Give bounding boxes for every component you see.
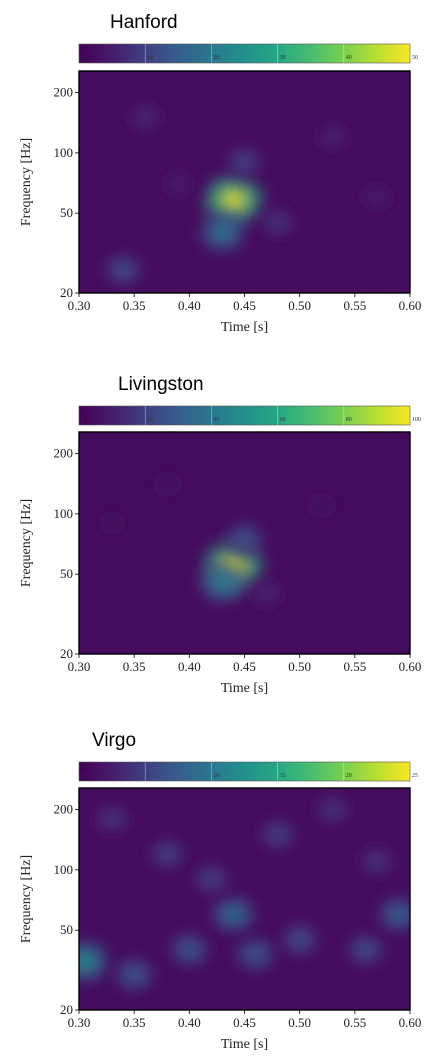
x-tick-label: 0.50 <box>288 1015 311 1030</box>
heatmap-blob <box>191 557 254 610</box>
x-tick-label: 0.35 <box>123 1015 146 1030</box>
x-tick-label: 0.30 <box>68 298 91 313</box>
colorbar <box>78 405 411 426</box>
x-axis-label: Time [s] <box>221 1037 268 1052</box>
x-tick-label: 0.40 <box>178 298 201 313</box>
x-tick-label: 0.45 <box>233 659 256 674</box>
heatmap-blob <box>352 840 402 883</box>
x-tick-label: 0.30 <box>68 1015 91 1030</box>
y-tick-label: 20 <box>60 1002 73 1017</box>
y-tick-label: 20 <box>60 285 73 300</box>
heatmap <box>79 788 410 999</box>
y-axis-label: Frequency [Hz] <box>19 499 34 587</box>
heatmap-blob <box>273 916 327 962</box>
colorbar-tick-label: 100 <box>412 417 421 423</box>
detector-title: Hanford <box>110 12 178 33</box>
y-axis-label: Frequency [Hz] <box>19 138 34 226</box>
colorbar-tick-label: 25 <box>412 773 418 779</box>
heatmap-blob <box>79 933 118 990</box>
colorbar-tick-label: 50 <box>412 55 418 61</box>
x-tick-label: 0.55 <box>343 659 366 674</box>
y-tick-label: 200 <box>54 801 74 816</box>
x-tick-label: 0.40 <box>178 659 201 674</box>
heatmap-blob <box>243 573 290 614</box>
x-tick-label: 0.55 <box>343 298 366 313</box>
colorbar-tick-label: 40 <box>346 55 352 61</box>
y-tick-label: 50 <box>60 566 73 581</box>
colorbar-tick-label: 10 <box>213 773 219 779</box>
heatmap-blob <box>96 247 150 293</box>
heatmap-blob <box>308 788 358 831</box>
y-tick-label: 50 <box>60 922 73 937</box>
colorbar-tick-label: 20 <box>213 55 219 61</box>
x-tick-label: 0.30 <box>68 659 91 674</box>
y-tick-label: 100 <box>54 145 74 160</box>
heatmap-blob <box>145 466 189 503</box>
heatmap-blob <box>300 487 344 524</box>
y-axis-label: Frequency [Hz] <box>19 855 34 943</box>
colorbar-tick-label: 0 <box>81 55 84 61</box>
heatmap-blob <box>228 930 284 978</box>
colorbar-tick-label: 60 <box>280 417 286 423</box>
heatmap-blob <box>161 926 217 974</box>
heatmap-blob <box>339 927 393 973</box>
colorbar-tick-label: 20 <box>346 773 352 779</box>
heatmap-blob <box>87 797 137 840</box>
colorbar-tick-label: 5 <box>147 773 150 779</box>
colorbar-tick-label: 20 <box>147 417 153 423</box>
detector-title: Virgo <box>92 730 136 751</box>
x-tick-label: 0.35 <box>123 298 146 313</box>
heatmap-blob <box>203 889 264 940</box>
heatmap-blob <box>155 164 201 203</box>
y-tick-label: 20 <box>60 646 73 661</box>
x-tick-label: 0.50 <box>288 659 311 674</box>
panel-livingston: Livingston 0 20 40 60 80 100 0.30 0.35 0.40 0.45 0.… <box>19 374 421 696</box>
heatmap-blob <box>354 178 400 217</box>
x-axis-label: Time [s] <box>221 320 268 335</box>
y-tick-label: 200 <box>54 84 74 99</box>
x-tick-label: 0.60 <box>399 298 422 313</box>
x-tick-label: 0.40 <box>178 1015 201 1030</box>
heatmap-blob <box>253 201 302 244</box>
heatmap-blob <box>106 951 162 999</box>
colorbar-tick-label: 0 <box>81 773 84 779</box>
heatmap-blob <box>309 117 356 157</box>
heatmap-blob <box>252 812 304 857</box>
x-tick-label: 0.55 <box>343 1015 366 1030</box>
colorbar <box>78 43 411 64</box>
heatmap-blob <box>217 515 272 562</box>
colorbar-tick-label: 15 <box>280 773 286 779</box>
heatmap-blob <box>191 206 254 259</box>
x-tick-label: 0.60 <box>399 659 422 674</box>
heatmap-blob <box>141 832 193 876</box>
colorbar-tick-label: 10 <box>147 55 153 61</box>
y-tick-label: 100 <box>54 862 74 877</box>
heatmap <box>96 97 400 293</box>
colorbar-tick-label: 30 <box>280 55 286 61</box>
colorbar-tick-label: 0 <box>81 417 84 423</box>
x-tick-label: 0.35 <box>123 659 146 674</box>
y-tick-label: 50 <box>60 205 73 220</box>
colorbar <box>78 761 411 782</box>
heatmap-blob <box>219 140 270 184</box>
colorbar-tick-label: 80 <box>346 417 352 423</box>
x-tick-label: 0.45 <box>233 298 256 313</box>
heatmap-blob <box>185 857 237 901</box>
x-tick-label: 0.50 <box>288 298 311 313</box>
y-tick-label: 200 <box>54 445 74 460</box>
colorbar-tick-label: 40 <box>213 417 219 423</box>
y-tick-label: 100 <box>54 506 74 521</box>
heatmap-blob <box>121 97 169 138</box>
heatmap <box>91 466 344 614</box>
x-axis-label: Time [s] <box>221 681 268 696</box>
x-tick-label: 0.60 <box>399 1015 422 1030</box>
panel-hanford: Hanford 0 10 20 30 40 50 0.30 0.35 0.40 0.45 0.50 0.… <box>19 12 421 335</box>
detector-title: Livingston <box>118 374 204 395</box>
panel-virgo: Virgo 0 5 10 15 20 25 0.30 0.35 0.40 0.45 0.50 0.55 0… <box>19 730 422 1052</box>
heatmap-blob <box>91 505 133 541</box>
heatmap-blob <box>370 890 410 939</box>
x-tick-label: 0.45 <box>233 1015 256 1030</box>
